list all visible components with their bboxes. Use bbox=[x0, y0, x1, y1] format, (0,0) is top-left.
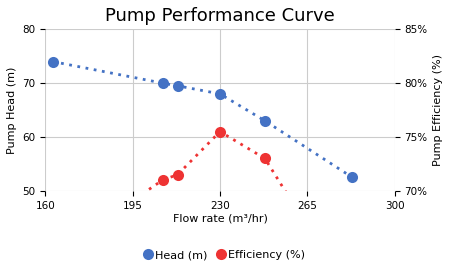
Line: Head (m): Head (m) bbox=[47, 56, 358, 183]
Efficiency (%) bbox=[160, 178, 165, 182]
Y-axis label: Pump Efficiency (%): Pump Efficiency (%) bbox=[433, 54, 443, 166]
Head (m) bbox=[50, 60, 55, 63]
Efficiency (%) bbox=[175, 173, 180, 176]
X-axis label: Flow rate (m³/hr): Flow rate (m³/hr) bbox=[172, 213, 267, 223]
Title: Pump Performance Curve: Pump Performance Curve bbox=[105, 7, 335, 25]
Efficiency (%) bbox=[262, 157, 268, 160]
Y-axis label: Pump Head (m): Pump Head (m) bbox=[7, 66, 17, 154]
Efficiency (%) bbox=[217, 130, 223, 133]
Legend: Head (m), Efficiency (%): Head (m), Efficiency (%) bbox=[140, 246, 310, 265]
Head (m) bbox=[350, 176, 355, 179]
Head (m) bbox=[175, 84, 180, 87]
Head (m) bbox=[160, 82, 165, 85]
Head (m) bbox=[217, 92, 223, 95]
Efficiency (%) bbox=[50, 254, 55, 257]
Head (m) bbox=[262, 119, 268, 122]
Line: Efficiency (%): Efficiency (%) bbox=[47, 126, 358, 265]
